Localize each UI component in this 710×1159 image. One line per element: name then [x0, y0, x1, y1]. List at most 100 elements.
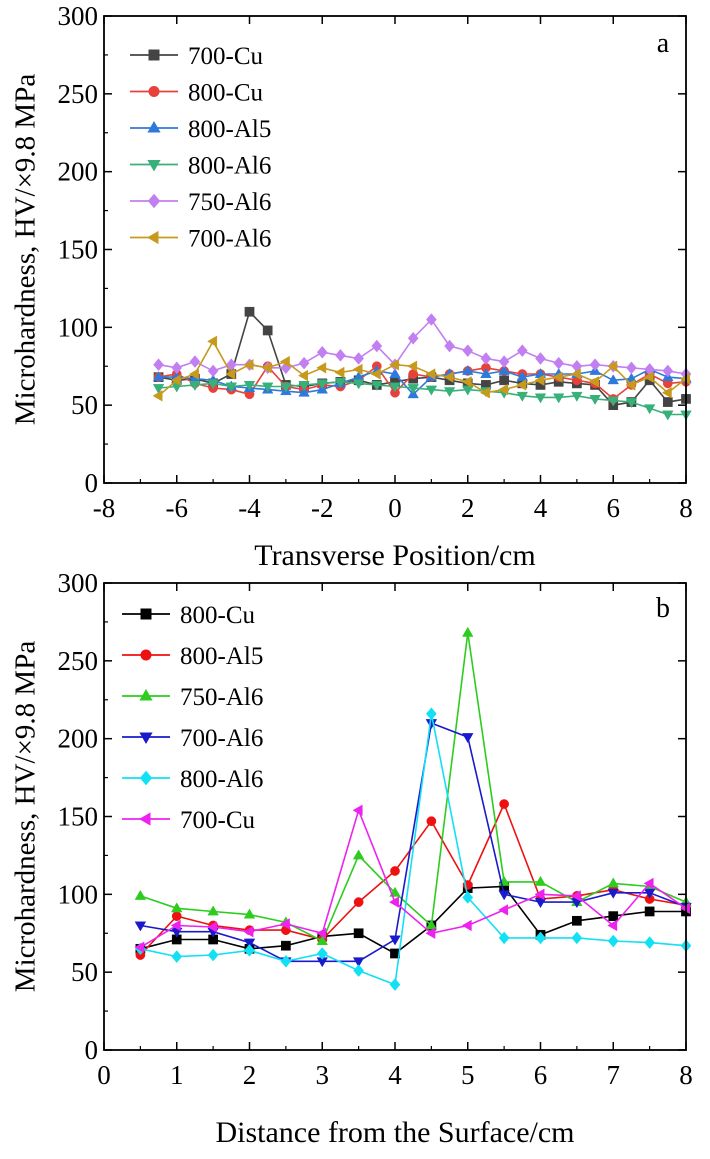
data-point	[607, 919, 618, 932]
legend-item: 750-Al6	[130, 189, 271, 216]
y-tick-label: 200	[58, 724, 99, 754]
x-tick-label: 4	[388, 1060, 402, 1090]
data-point	[462, 385, 474, 396]
data-point	[498, 890, 510, 901]
data-point	[316, 947, 328, 960]
data-point	[498, 931, 510, 945]
data-point	[389, 978, 401, 991]
data-point	[499, 799, 509, 809]
legend-item: 800-Al5	[122, 643, 263, 670]
x-tick-label: 0	[388, 493, 402, 523]
data-point	[499, 375, 509, 386]
data-point	[371, 381, 383, 391]
plot-area	[134, 626, 692, 991]
data-point	[353, 928, 364, 939]
data-point	[316, 379, 328, 390]
data-point	[389, 935, 401, 946]
series-line	[158, 318, 687, 375]
legend-label: 800-Al6	[188, 153, 271, 180]
legend-marker	[140, 608, 152, 620]
data-point	[534, 898, 547, 909]
data-point	[353, 352, 365, 365]
data-point	[171, 911, 182, 921]
series-700-Al6	[152, 335, 690, 402]
x-tick-label: 7	[607, 1060, 621, 1090]
y-tick-label: 250	[58, 646, 99, 676]
data-point	[134, 921, 147, 932]
data-point	[353, 897, 364, 907]
legend-marker	[147, 193, 161, 209]
y-tick-label: 100	[58, 312, 99, 342]
data-point	[516, 344, 528, 358]
data-point	[498, 364, 510, 375]
data-point	[353, 964, 365, 977]
data-point	[407, 331, 419, 345]
data-point	[498, 355, 510, 368]
data-point	[534, 393, 547, 404]
data-point	[171, 902, 183, 913]
data-point	[316, 927, 327, 939]
chart-panel-a: -8 -6 -4 -2 0 2 4 6 8 0 50 100 150 200 250 300 Transvers…	[10, 1, 693, 572]
legend-item: 800-Al6	[122, 766, 263, 793]
data-point	[298, 356, 310, 370]
x-tick-label: 2	[243, 1060, 257, 1090]
x-tick-label: 2	[461, 493, 475, 523]
data-point	[352, 379, 365, 390]
data-point	[461, 376, 472, 388]
chart-panel-b: 0 1 2 3 4 5 6 7 8 0 50 100 150 200 250 300 Distance from…	[10, 568, 693, 1149]
data-point	[207, 921, 218, 933]
x-tick-label: 8	[679, 1060, 693, 1090]
series-line	[139, 807, 687, 948]
data-point	[243, 381, 256, 391]
legend-marker	[148, 86, 160, 97]
data-point	[334, 377, 347, 388]
y-tick-label: 250	[58, 79, 99, 109]
data-point	[589, 395, 601, 405]
data-point	[607, 360, 618, 372]
data-point	[207, 379, 219, 390]
data-point	[662, 410, 674, 421]
data-point	[352, 849, 365, 860]
y-tick-label: 0	[85, 468, 99, 498]
x-tick-label: -8	[93, 493, 116, 523]
data-point	[244, 306, 255, 317]
legend-marker	[139, 688, 153, 701]
data-point	[444, 339, 455, 353]
data-point	[572, 915, 582, 926]
data-point	[607, 374, 619, 385]
data-point	[570, 368, 581, 380]
data-point	[607, 934, 619, 948]
data-point	[498, 904, 509, 916]
legend-label: 700-Cu	[188, 43, 264, 70]
data-point	[535, 931, 546, 945]
data-point	[243, 358, 254, 371]
y-tick-label: 300	[58, 1, 99, 31]
data-point	[316, 935, 328, 945]
data-point	[352, 804, 363, 816]
data-point	[316, 345, 328, 359]
legend-item: 800-Al6	[130, 153, 271, 180]
data-point	[480, 352, 492, 365]
data-point	[462, 344, 474, 358]
data-point	[298, 381, 310, 391]
data-point	[280, 954, 292, 968]
plot-area	[152, 306, 692, 421]
data-point	[480, 368, 492, 378]
data-point	[279, 355, 290, 368]
data-point	[534, 888, 545, 901]
data-point	[389, 368, 401, 378]
data-point	[607, 888, 619, 899]
y-tick-label: 50	[71, 390, 98, 420]
y-tick-label: 50	[71, 957, 98, 987]
data-point	[298, 369, 308, 382]
panel-label: a	[657, 28, 670, 59]
data-point	[462, 626, 474, 637]
data-point	[388, 896, 399, 908]
legend-label: 800-Cu	[180, 602, 256, 629]
data-point	[625, 398, 638, 409]
data-point	[426, 816, 437, 827]
legend: 700-Cu 800-Cu 800-Al5 800-Al6 750-Al6 700-Al6	[130, 43, 271, 253]
data-point	[207, 364, 219, 378]
data-point	[334, 366, 345, 379]
y-tick-label: 150	[58, 802, 99, 832]
